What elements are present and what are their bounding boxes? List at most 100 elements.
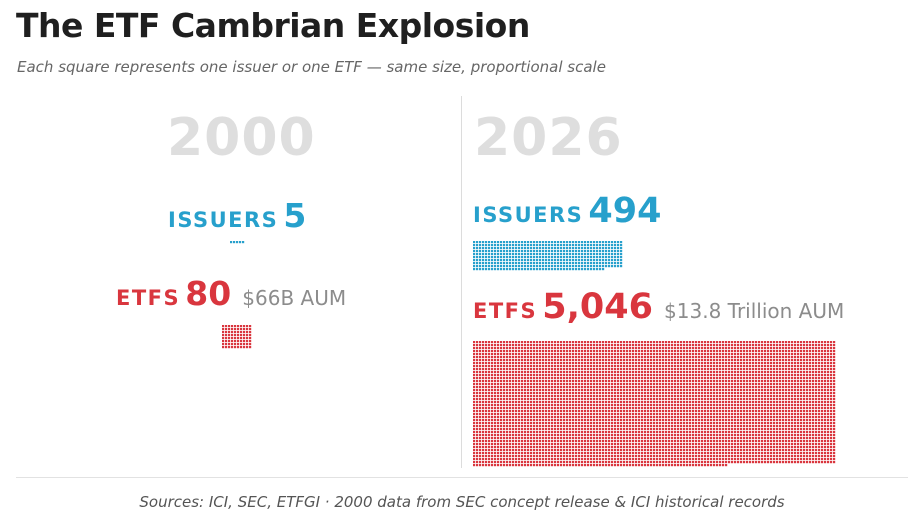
etf-2026-square bbox=[677, 425, 680, 428]
etf-2026-square bbox=[815, 428, 818, 431]
etf-2026-square bbox=[545, 446, 548, 449]
etf-2026-square bbox=[671, 428, 674, 431]
etf-2026-square bbox=[596, 401, 599, 404]
etf-2026-square bbox=[560, 356, 563, 359]
etf-2026-square bbox=[596, 413, 599, 416]
etf-2026-square bbox=[590, 383, 593, 386]
etf-2026-square bbox=[626, 434, 629, 437]
etf-2026-square bbox=[587, 371, 590, 374]
etf-2026-square bbox=[503, 389, 506, 392]
etf-2026-square bbox=[545, 383, 548, 386]
etf-2026-square bbox=[734, 365, 737, 368]
etf-2026-square bbox=[596, 383, 599, 386]
etf-2026-square bbox=[653, 437, 656, 440]
etf-2026-square bbox=[674, 446, 677, 449]
etf-2026-square bbox=[806, 356, 809, 359]
issuer-2026-square bbox=[563, 265, 566, 268]
etf-2026-square bbox=[767, 380, 770, 383]
etf-2026-square bbox=[776, 389, 779, 392]
etf-2026-square bbox=[737, 416, 740, 419]
etf-2026-square bbox=[659, 386, 662, 389]
etf-2026-square bbox=[668, 398, 671, 401]
etf-2026-square bbox=[608, 398, 611, 401]
etf-2026-square bbox=[602, 434, 605, 437]
etf-2000-square bbox=[222, 346, 225, 349]
etf-2026-square bbox=[482, 407, 485, 410]
etf-2026-square bbox=[590, 446, 593, 449]
etf-2026-square bbox=[743, 383, 746, 386]
etf-2026-square bbox=[545, 425, 548, 428]
etf-2026-square bbox=[551, 383, 554, 386]
etf-2026-square bbox=[575, 416, 578, 419]
etf-2026-square bbox=[503, 437, 506, 440]
etf-2026-square bbox=[788, 404, 791, 407]
etf-2026-square bbox=[515, 437, 518, 440]
etf-2026-square bbox=[704, 434, 707, 437]
etf-2000-square bbox=[249, 328, 252, 331]
etf-2026-square bbox=[746, 437, 749, 440]
etf-2026-square bbox=[653, 383, 656, 386]
etf-2026-square bbox=[704, 446, 707, 449]
etf-2026-square bbox=[551, 443, 554, 446]
etf-2026-square bbox=[473, 440, 476, 443]
issuers-2000-label: ISSUERS bbox=[168, 208, 279, 232]
etf-2026-square bbox=[719, 383, 722, 386]
etf-2026-square bbox=[701, 344, 704, 347]
etf-2026-square bbox=[587, 383, 590, 386]
etf-2026-square bbox=[647, 368, 650, 371]
etf-2026-square bbox=[719, 425, 722, 428]
etf-2026-square bbox=[788, 386, 791, 389]
etf-2026-square bbox=[578, 347, 581, 350]
etf-2026-square bbox=[542, 410, 545, 413]
etf-2026-square bbox=[590, 440, 593, 443]
etf-2026-square bbox=[512, 386, 515, 389]
etf-2026-square bbox=[698, 350, 701, 353]
etf-2026-square bbox=[575, 386, 578, 389]
etf-2026-square bbox=[539, 377, 542, 380]
etf-2026-square bbox=[500, 356, 503, 359]
etf-2026-square bbox=[719, 446, 722, 449]
etf-2026-square bbox=[626, 401, 629, 404]
etf-2026-square bbox=[602, 368, 605, 371]
etf-2026-square bbox=[638, 425, 641, 428]
etf-2026-square bbox=[725, 395, 728, 398]
etf-2026-square bbox=[731, 398, 734, 401]
etf-2026-square bbox=[767, 392, 770, 395]
etf-2026-square bbox=[599, 344, 602, 347]
etf-2026-square bbox=[815, 362, 818, 365]
etf-2026-square bbox=[830, 377, 833, 380]
etf-2026-square bbox=[485, 392, 488, 395]
etf-2026-square bbox=[767, 440, 770, 443]
etf-2026-square bbox=[719, 350, 722, 353]
etf-2026-square bbox=[566, 365, 569, 368]
etf-2026-square bbox=[572, 410, 575, 413]
etf-2026-square bbox=[818, 365, 821, 368]
etf-2026-square bbox=[824, 347, 827, 350]
etf-2026-square bbox=[812, 437, 815, 440]
etf-2026-square bbox=[629, 446, 632, 449]
etf-2026-square bbox=[542, 437, 545, 440]
etf-2026-square bbox=[809, 428, 812, 431]
etf-2026-square bbox=[491, 356, 494, 359]
etf-2026-square bbox=[620, 386, 623, 389]
etf-2000-square bbox=[237, 328, 240, 331]
etf-2026-square bbox=[668, 371, 671, 374]
etf-2026-square bbox=[542, 398, 545, 401]
etf-2026-square bbox=[521, 365, 524, 368]
etf-2026-square bbox=[599, 419, 602, 422]
etf-2026-square bbox=[725, 413, 728, 416]
issuer-2026-square bbox=[533, 268, 536, 271]
etf-2026-square bbox=[614, 389, 617, 392]
etf-2026-square bbox=[521, 443, 524, 446]
etf-2026-square bbox=[713, 389, 716, 392]
etf-2026-square bbox=[794, 422, 797, 425]
etf-2026-square bbox=[800, 431, 803, 434]
etf-2026-square bbox=[788, 347, 791, 350]
etf-2026-square bbox=[647, 434, 650, 437]
issuer-2026-square bbox=[488, 250, 491, 253]
etf-2026-square bbox=[707, 356, 710, 359]
etf-2026-square bbox=[830, 371, 833, 374]
etf-2000-square bbox=[246, 340, 249, 343]
etf-2026-square bbox=[629, 341, 632, 344]
etf-2026-square bbox=[581, 380, 584, 383]
